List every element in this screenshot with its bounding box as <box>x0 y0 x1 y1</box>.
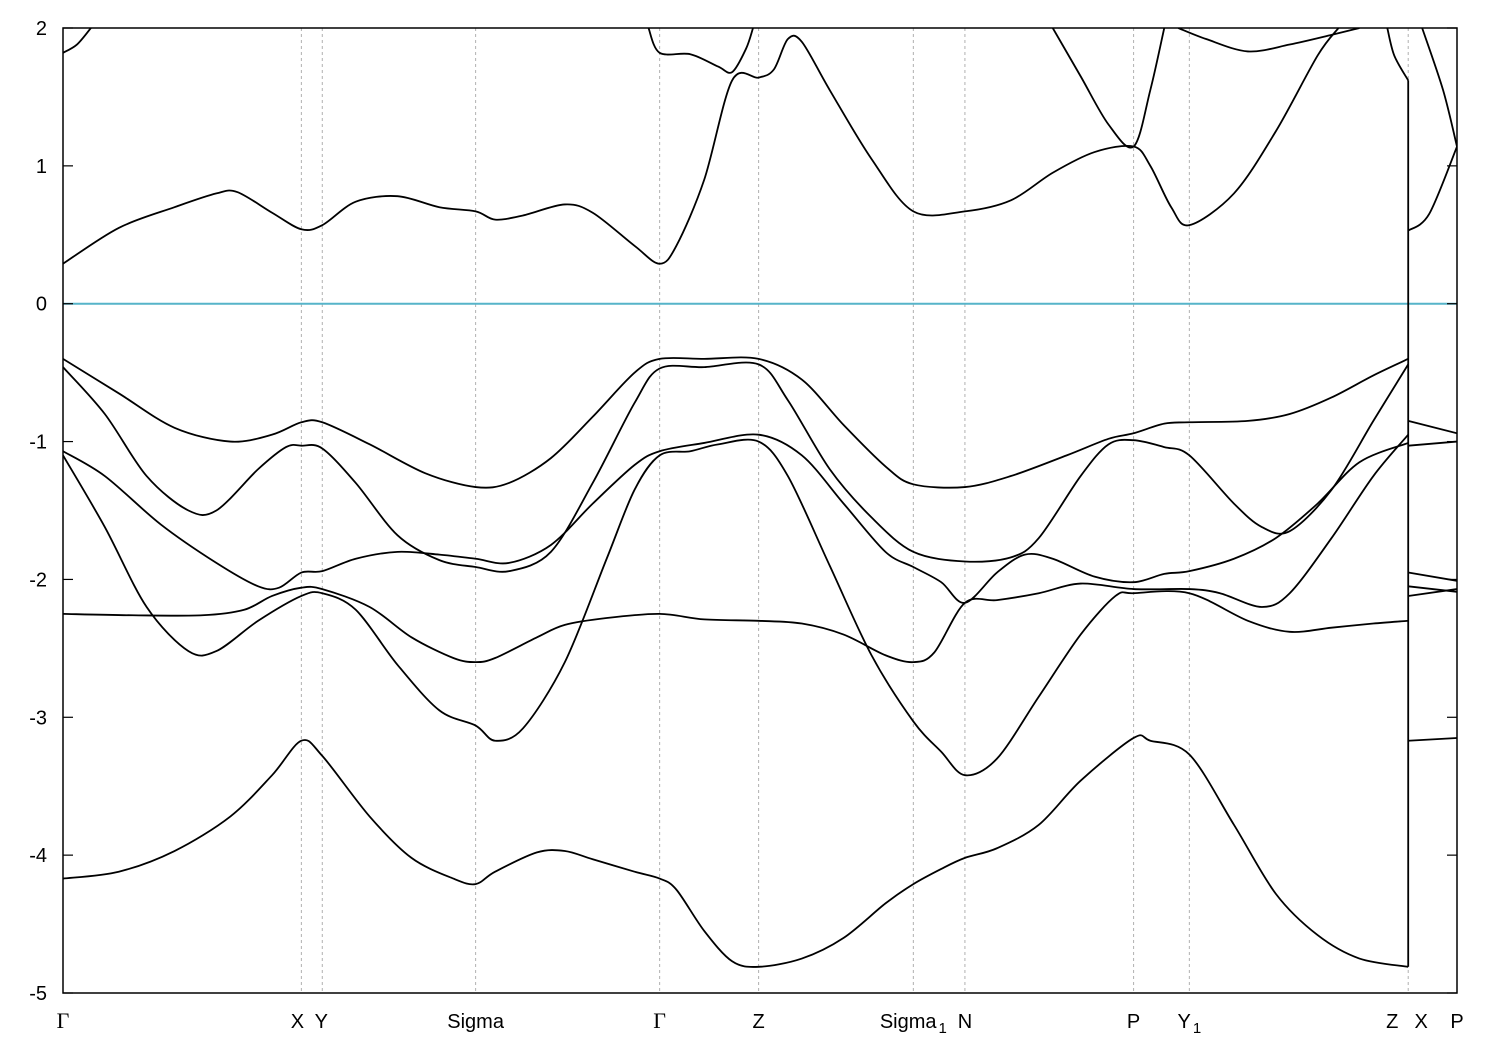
x-kpoint-label: Γ <box>653 1008 666 1033</box>
band-line <box>63 361 1409 573</box>
y-tick-label: 0 <box>36 294 47 316</box>
y-tick-label: -4 <box>29 845 47 867</box>
x-kpoint-label: P <box>1127 1011 1140 1033</box>
band-line <box>63 28 92 54</box>
band-line <box>1421 28 1457 147</box>
x-kpoint-label: Sigma 1 <box>880 1011 947 1037</box>
band-line <box>647 28 754 74</box>
band-line <box>1177 28 1360 53</box>
band-line <box>1386 28 1409 81</box>
band-line <box>1407 146 1457 232</box>
x-kpoint-label: X <box>291 1011 304 1033</box>
x-kpoint-label: N <box>958 1011 972 1033</box>
band-line <box>63 434 1409 664</box>
x-kpoint-label: Sigma <box>447 1011 505 1033</box>
y-tick-label: -5 <box>29 983 47 1005</box>
x-axis-kpoint-labels: Γ X Y Sigma Γ Z Sigma 1 N P Y 1 Z X P <box>57 1008 1464 1037</box>
y-tick-label: -3 <box>29 707 47 729</box>
band-line <box>63 28 1340 265</box>
x-kpoint-label: Z <box>752 1011 764 1033</box>
y-tick-label: -2 <box>29 569 47 591</box>
band-line <box>1408 585 1457 593</box>
y-tick-label: 2 <box>36 18 47 40</box>
x-kpoint-label: Y <box>315 1011 328 1033</box>
plot-frame <box>62 27 1458 994</box>
band-line <box>1408 737 1457 742</box>
x-kpoint-label: P <box>1450 1011 1463 1033</box>
band-line <box>1407 420 1457 435</box>
band-line <box>63 356 1409 489</box>
x-kpoint-label: Z <box>1386 1011 1398 1033</box>
y-tick-label: -1 <box>29 432 47 454</box>
band-line <box>63 438 1409 777</box>
y-axis-ticks: -5 -4 -3 -2 -1 0 1 2 <box>29 18 1457 1005</box>
band-lines <box>63 28 1457 968</box>
x-kpoint-label: X <box>1415 1011 1428 1033</box>
band-line <box>1408 440 1457 447</box>
band-line <box>63 734 1409 968</box>
band-line <box>1051 28 1166 149</box>
y-tick-label: 1 <box>36 156 47 178</box>
band-line <box>63 433 1409 604</box>
x-kpoint-label: Γ <box>57 1008 70 1033</box>
